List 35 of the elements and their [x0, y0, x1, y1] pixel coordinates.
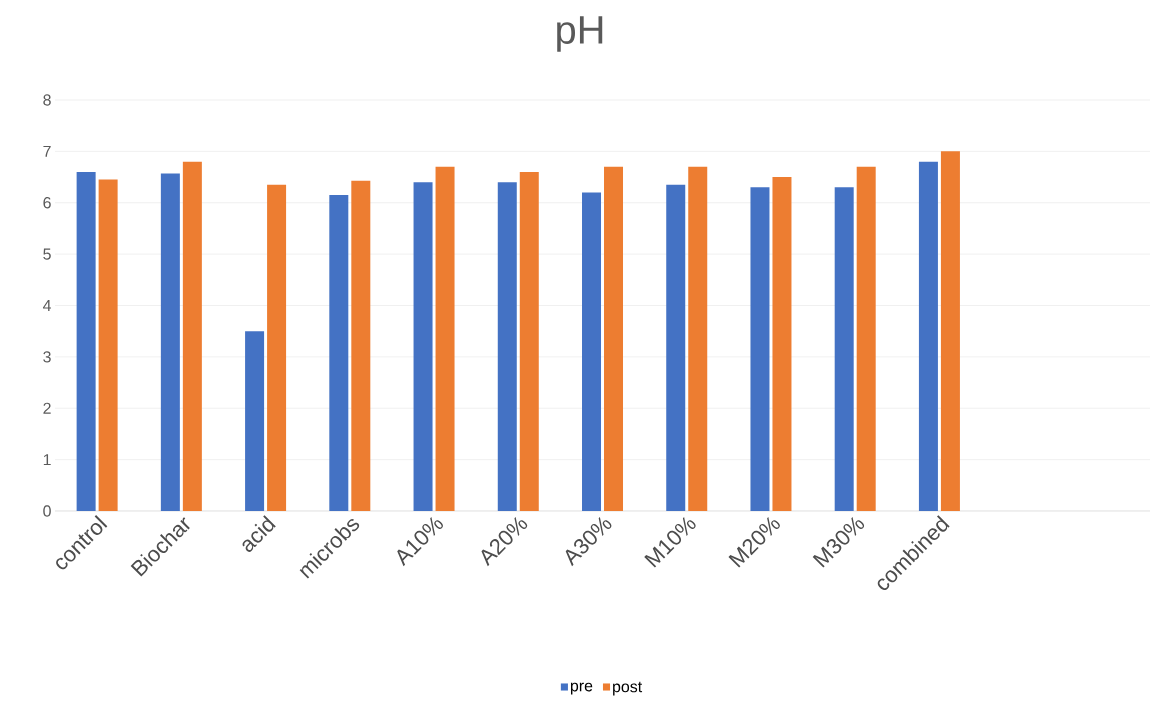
y-tick-label: 1: [43, 454, 51, 466]
bar: [688, 166, 708, 511]
legend-label: post: [613, 681, 643, 696]
bar: [940, 151, 960, 511]
y-tick-label: 8: [43, 94, 51, 106]
bar: [918, 161, 938, 511]
bar: [160, 173, 180, 511]
bar: [351, 180, 371, 511]
bar: [582, 192, 602, 511]
y-tick-label: 0: [43, 505, 51, 517]
bar: [245, 331, 265, 511]
bar: [834, 187, 854, 511]
y-tick-label: 7: [43, 145, 51, 157]
bar: [76, 171, 96, 511]
y-tick-label: 4: [42, 300, 52, 311]
bar: [413, 182, 433, 511]
y-tick-label: 5: [43, 248, 51, 260]
bar: [604, 166, 624, 511]
y-tick-label: 6: [43, 197, 51, 209]
bar: [856, 166, 876, 511]
bar: [182, 161, 202, 511]
bar: [772, 177, 792, 511]
bar: [98, 179, 118, 511]
chart-title: pH: [557, 16, 603, 52]
y-tick-label: 3: [43, 351, 51, 363]
bar: [329, 195, 349, 511]
legend-label: pre: [570, 682, 593, 695]
x-tick-label: acid: [242, 515, 276, 552]
bar: [666, 184, 686, 511]
bar: [435, 166, 455, 511]
y-tick-label: 2: [43, 402, 51, 414]
bar: [750, 187, 770, 511]
bar: [519, 171, 539, 511]
bar: [267, 184, 287, 511]
bar: [497, 182, 517, 511]
